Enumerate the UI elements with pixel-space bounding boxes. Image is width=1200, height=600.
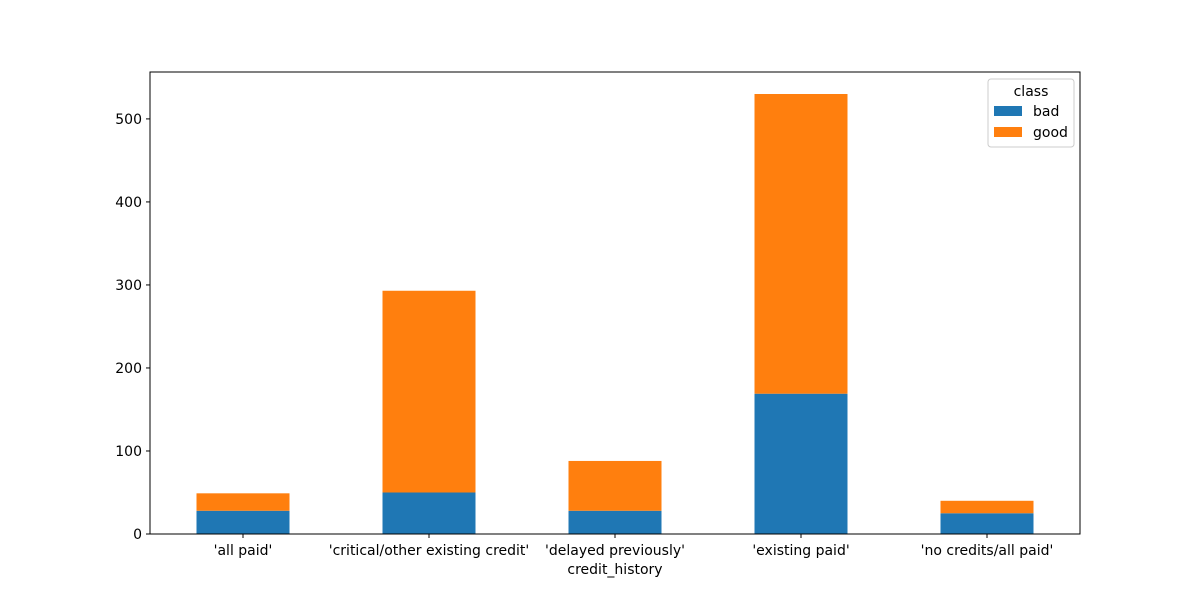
legend-swatch-bad — [994, 106, 1022, 116]
x-tick-label-1: 'critical/other existing credit' — [329, 543, 530, 559]
x-tick-label-3: 'existing paid' — [752, 543, 849, 559]
y-tick-label-0: 0 — [133, 527, 142, 543]
legend-label-good: good — [1033, 125, 1068, 141]
bars-layer — [196, 94, 1034, 534]
bar-good-3 — [754, 94, 848, 394]
x-axis-title: credit_history — [567, 562, 662, 578]
bar-good-0 — [196, 493, 290, 511]
legend-swatch-good — [994, 127, 1022, 137]
bar-good-4 — [940, 500, 1034, 514]
legend-label-bad: bad — [1033, 104, 1059, 120]
bar-bad-0 — [196, 510, 290, 534]
bar-good-2 — [568, 460, 662, 511]
x-tick-label-0: 'all paid' — [214, 543, 273, 559]
x-tick-label-2: 'delayed previously' — [545, 543, 685, 559]
y-tick-label-4: 400 — [115, 195, 142, 211]
bar-bad-2 — [568, 510, 662, 534]
bar-bad-1 — [382, 492, 476, 534]
y-tick-label-2: 200 — [115, 361, 142, 377]
bar-bad-3 — [754, 393, 848, 534]
bar-good-1 — [382, 290, 476, 493]
legend-title: class — [1014, 84, 1049, 100]
y-tick-label-1: 100 — [115, 444, 142, 460]
x-tick-label-4: 'no credits/all paid' — [921, 543, 1054, 559]
x-axis: 'all paid' 'critical/other existing credi… — [214, 534, 1054, 559]
legend: class bad good — [987, 78, 1075, 148]
y-tick-label-5: 500 — [115, 112, 142, 128]
bar-bad-4 — [940, 513, 1034, 534]
y-axis: 0 100 200 300 400 500 — [115, 112, 150, 543]
y-tick-label-3: 300 — [115, 278, 142, 294]
